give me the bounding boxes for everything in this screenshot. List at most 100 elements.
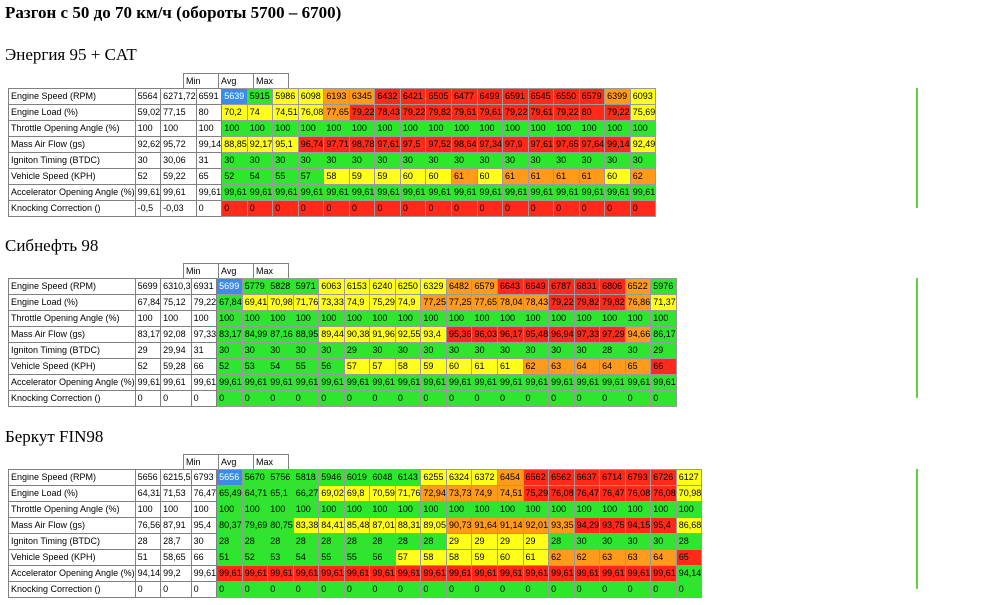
value-cell[interactable]: 84,41 bbox=[318, 517, 345, 534]
value-cell[interactable]: 62 bbox=[548, 549, 575, 566]
value-cell[interactable]: 94,15 bbox=[624, 517, 652, 534]
value-cell[interactable]: 30 bbox=[650, 533, 677, 550]
value-cell[interactable]: 30 bbox=[450, 152, 478, 169]
value-cell[interactable]: 71,37 bbox=[650, 294, 677, 311]
value-cell[interactable]: 6806 bbox=[599, 278, 626, 295]
value-cell[interactable]: 53 bbox=[267, 549, 294, 566]
value-cell[interactable]: 5946 bbox=[318, 469, 345, 486]
value-cell[interactable]: 77,65 bbox=[471, 294, 499, 311]
value-cell[interactable]: 54 bbox=[246, 168, 274, 185]
value-cell[interactable]: 28 bbox=[548, 533, 575, 550]
value-cell[interactable]: 91,64 bbox=[471, 517, 499, 534]
value-cell[interactable]: 54 bbox=[267, 358, 294, 375]
value-cell[interactable]: 0 bbox=[624, 581, 652, 598]
value-cell[interactable]: 100 bbox=[216, 501, 243, 518]
value-cell[interactable]: 28 bbox=[267, 533, 294, 550]
value-cell[interactable]: 0 bbox=[216, 390, 243, 407]
value-cell[interactable]: 0 bbox=[369, 390, 396, 407]
value-cell[interactable]: 0 bbox=[553, 200, 580, 217]
value-cell[interactable]: 100 bbox=[348, 120, 376, 137]
value-cell[interactable]: 100 bbox=[420, 501, 447, 518]
value-cell[interactable]: 30 bbox=[573, 533, 601, 550]
value-cell[interactable]: 0 bbox=[394, 390, 422, 407]
value-cell[interactable]: 100 bbox=[445, 501, 473, 518]
value-cell[interactable]: 61 bbox=[471, 358, 499, 375]
value-cell[interactable]: 99,61 bbox=[399, 184, 427, 201]
value-cell[interactable]: 30 bbox=[267, 342, 294, 359]
value-cell[interactable]: 69,41 bbox=[241, 294, 269, 311]
value-cell[interactable]: 98,78 bbox=[348, 136, 376, 153]
value-cell[interactable]: 28 bbox=[420, 533, 447, 550]
value-cell[interactable]: 0 bbox=[497, 390, 524, 407]
value-cell[interactable]: 65 bbox=[624, 358, 652, 375]
value-cell[interactable]: 6591 bbox=[502, 88, 529, 105]
value-cell[interactable]: 30 bbox=[318, 342, 345, 359]
value-cell[interactable]: 5756 bbox=[267, 469, 294, 486]
value-cell[interactable]: 6329 bbox=[420, 278, 447, 295]
value-cell[interactable]: 6505 bbox=[425, 88, 452, 105]
value-cell[interactable]: 86,17 bbox=[650, 326, 677, 343]
value-cell[interactable]: 64 bbox=[650, 549, 677, 566]
value-cell[interactable]: 29 bbox=[471, 533, 499, 550]
value-cell[interactable]: 28 bbox=[599, 342, 626, 359]
value-cell[interactable]: 57 bbox=[297, 168, 325, 185]
value-cell[interactable]: 100 bbox=[629, 120, 657, 137]
value-cell[interactable]: 6562 bbox=[522, 469, 550, 486]
value-cell[interactable]: 30 bbox=[425, 152, 452, 169]
value-cell[interactable]: 6482 bbox=[445, 278, 473, 295]
value-cell[interactable]: 30 bbox=[599, 533, 626, 550]
value-cell[interactable]: 0 bbox=[241, 581, 269, 598]
value-cell[interactable]: 95,4 bbox=[650, 517, 677, 534]
value-cell[interactable]: 0 bbox=[292, 581, 320, 598]
value-cell[interactable]: 83,17 bbox=[216, 326, 243, 343]
value-cell[interactable]: 86,68 bbox=[675, 517, 703, 534]
value-cell[interactable]: 79,22 bbox=[604, 104, 631, 121]
value-cell[interactable]: 28 bbox=[343, 533, 371, 550]
value-cell[interactable]: 91,14 bbox=[497, 517, 524, 534]
value-cell[interactable]: 0 bbox=[445, 390, 473, 407]
value-cell[interactable]: 99,61 bbox=[292, 565, 320, 582]
value-cell[interactable]: 93,75 bbox=[599, 517, 626, 534]
value-cell[interactable]: 60 bbox=[476, 168, 504, 185]
value-cell[interactable]: 30 bbox=[629, 152, 657, 169]
value-cell[interactable]: 97,65 bbox=[553, 136, 580, 153]
value-cell[interactable]: 100 bbox=[420, 310, 447, 327]
value-cell[interactable]: 65,1 bbox=[267, 485, 294, 502]
value-cell[interactable]: 0 bbox=[675, 581, 703, 598]
value-cell[interactable]: 60 bbox=[445, 358, 473, 375]
value-cell[interactable]: 30 bbox=[348, 152, 376, 169]
value-cell[interactable]: 100 bbox=[604, 120, 631, 137]
value-cell[interactable]: 99,61 bbox=[445, 565, 473, 582]
value-cell[interactable]: 78,04 bbox=[497, 294, 524, 311]
value-cell[interactable]: 99,61 bbox=[471, 565, 499, 582]
value-cell[interactable]: 99,61 bbox=[394, 565, 422, 582]
value-cell[interactable]: 99,61 bbox=[425, 184, 452, 201]
value-cell[interactable]: 95,36 bbox=[445, 326, 473, 343]
value-cell[interactable]: 60 bbox=[604, 168, 631, 185]
value-cell[interactable]: 6324 bbox=[445, 469, 473, 486]
value-cell[interactable]: 99,61 bbox=[573, 374, 601, 391]
value-cell[interactable]: 99,61 bbox=[348, 184, 376, 201]
value-cell[interactable]: 100 bbox=[425, 120, 452, 137]
value-cell[interactable]: 99,61 bbox=[445, 374, 473, 391]
value-cell[interactable]: 52 bbox=[221, 168, 248, 185]
value-cell[interactable]: 30 bbox=[216, 342, 243, 359]
value-cell[interactable]: 6649 bbox=[522, 278, 550, 295]
value-cell[interactable]: 99,61 bbox=[221, 184, 248, 201]
value-cell[interactable]: 0 bbox=[318, 581, 345, 598]
value-cell[interactable]: 99,61 bbox=[624, 565, 652, 582]
value-cell[interactable]: 54 bbox=[292, 549, 320, 566]
value-cell[interactable]: 6637 bbox=[573, 469, 601, 486]
value-cell[interactable]: 29 bbox=[343, 342, 371, 359]
value-cell[interactable]: 66 bbox=[650, 358, 677, 375]
value-cell[interactable]: 100 bbox=[497, 310, 524, 327]
value-cell[interactable]: 79,69 bbox=[241, 517, 269, 534]
value-cell[interactable]: 55 bbox=[292, 358, 320, 375]
value-cell[interactable]: 99,61 bbox=[297, 184, 325, 201]
value-cell[interactable]: 6831 bbox=[573, 278, 601, 295]
value-cell[interactable]: 100 bbox=[241, 501, 269, 518]
value-cell[interactable]: 100 bbox=[369, 310, 396, 327]
value-cell[interactable]: 61 bbox=[553, 168, 580, 185]
value-cell[interactable]: 99,61 bbox=[450, 184, 478, 201]
value-cell[interactable]: 88,31 bbox=[394, 517, 422, 534]
